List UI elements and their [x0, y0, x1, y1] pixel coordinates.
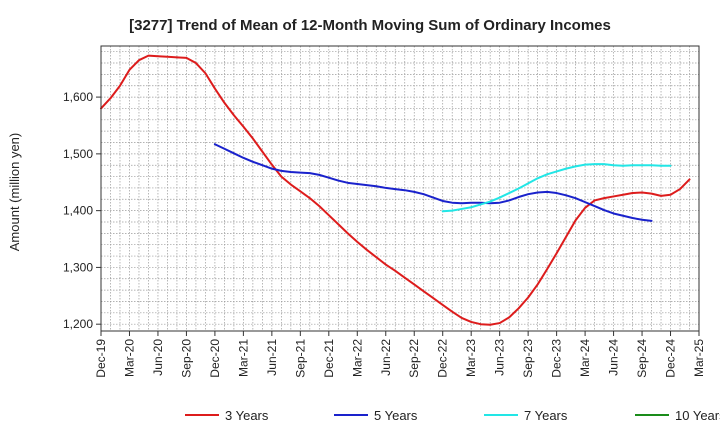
y-ticks: 1,200 1,300 1,400 1,500 1,600: [63, 90, 101, 331]
y-tick-label: 1,200: [63, 317, 93, 331]
grid: [101, 46, 699, 331]
legend-label: 3 Years: [225, 408, 269, 423]
x-tick-label: Dec-23: [550, 339, 564, 378]
series-line-7-years: [441, 163, 672, 213]
plot-frame: [100, 45, 700, 332]
chart-title: [3277] Trend of Mean of 12-Month Moving …: [129, 17, 611, 34]
x-tick-label: Jun-20: [151, 339, 165, 376]
x-tick-label: Dec-20: [208, 339, 222, 378]
x-tick-label: Mar-21: [236, 339, 250, 377]
legend-label: 7 Years: [524, 408, 568, 423]
y-tick-label: 1,300: [63, 260, 93, 274]
x-tick-label: Dec-21: [322, 339, 336, 378]
x-tick-label: Mar-22: [350, 339, 364, 377]
x-tick-label: Mar-25: [692, 339, 706, 377]
x-tick-label: Jun-21: [265, 339, 279, 376]
x-tick-label: Sep-20: [179, 339, 193, 378]
legend-label: 5 Years: [374, 408, 418, 423]
x-tick-label: Sep-23: [521, 339, 535, 378]
x-tick-label: Mar-20: [122, 339, 136, 377]
plot-area: [101, 46, 699, 331]
x-tick-label: Jun-23: [493, 339, 507, 376]
x-tick-label: Jun-22: [379, 339, 393, 376]
legend: 3 Years 5 Years 7 Years 10 Years: [185, 408, 720, 423]
x-tick-label: Mar-24: [578, 339, 592, 377]
y-axis-label: Amount (million yen): [7, 133, 22, 252]
x-ticks: Dec-19 Mar-20 Jun-20 Sep-20 Dec-20 Mar-21 Jun-…: [94, 331, 706, 378]
y-tick-label: 1,500: [63, 147, 93, 161]
x-tick-label: Jun-24: [607, 339, 621, 376]
series-line-5-years: [213, 143, 653, 222]
series-layer: [100, 54, 691, 326]
series-line-3-years: [100, 54, 691, 326]
legend-label: 10 Years: [675, 408, 720, 423]
x-tick-label: Sep-22: [407, 339, 421, 378]
x-tick-label: Sep-21: [293, 339, 307, 378]
y-tick-label: 1,400: [63, 204, 93, 218]
x-tick-label: Dec-22: [436, 339, 450, 378]
x-tick-label: Sep-24: [635, 339, 649, 378]
y-tick-label: 1,600: [63, 90, 93, 104]
x-tick-label: Mar-23: [464, 339, 478, 377]
x-tick-label: Dec-24: [664, 339, 678, 378]
x-tick-label: Dec-19: [94, 339, 108, 378]
